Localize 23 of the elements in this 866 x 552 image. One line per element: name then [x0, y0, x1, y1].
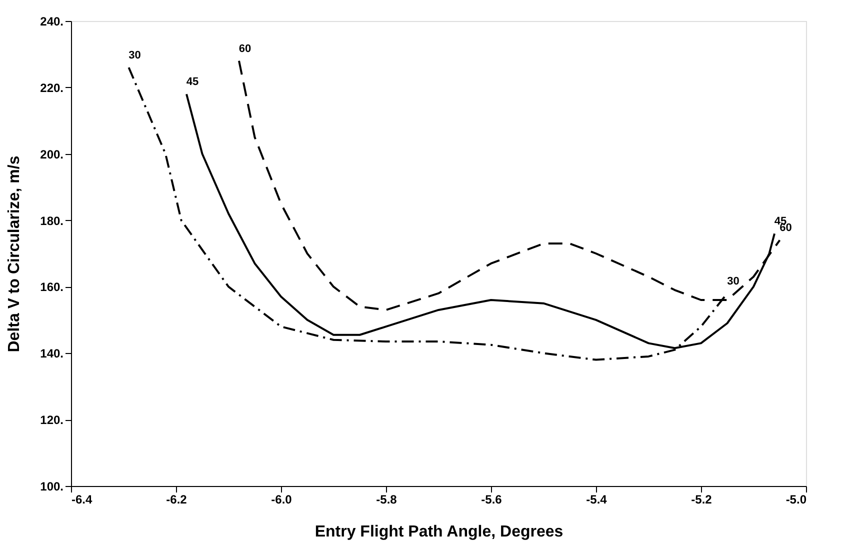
- text: 60: [780, 222, 792, 234]
- series-label: 45: [186, 76, 199, 88]
- x-axis-title: Entry Flight Path Angle, Degrees: [314, 524, 564, 540]
- y-tick-label: 200.: [40, 147, 64, 162]
- x-tick-label: -6.4: [72, 492, 93, 506]
- y-tick-label: 220.: [40, 80, 64, 95]
- x-tick-label: -5.4: [586, 492, 608, 506]
- x-tick-label: -5.6: [481, 492, 502, 506]
- y-tick-label: 240.: [40, 14, 64, 28]
- text: 30: [727, 275, 740, 288]
- y-tick-label: 140.: [40, 346, 64, 361]
- series-label: 60: [238, 42, 252, 55]
- x-tick-label: -6.0: [271, 492, 292, 506]
- x-tick-label: -5.8: [376, 492, 398, 506]
- series-label: 30: [128, 50, 141, 62]
- y-tick-label: 120.: [40, 413, 64, 428]
- x-tick-label: -6.2: [166, 492, 188, 506]
- y-tick-label: 160.: [40, 280, 64, 294]
- y-tick-label: 100.: [40, 480, 64, 494]
- y-tick-label: 180.: [40, 214, 64, 228]
- x-tick-label: -5.0: [786, 492, 807, 506]
- y-axis-title: Delta V to Circularize, m/s: [6, 156, 24, 352]
- x-tick-label: -5.2: [691, 492, 712, 506]
